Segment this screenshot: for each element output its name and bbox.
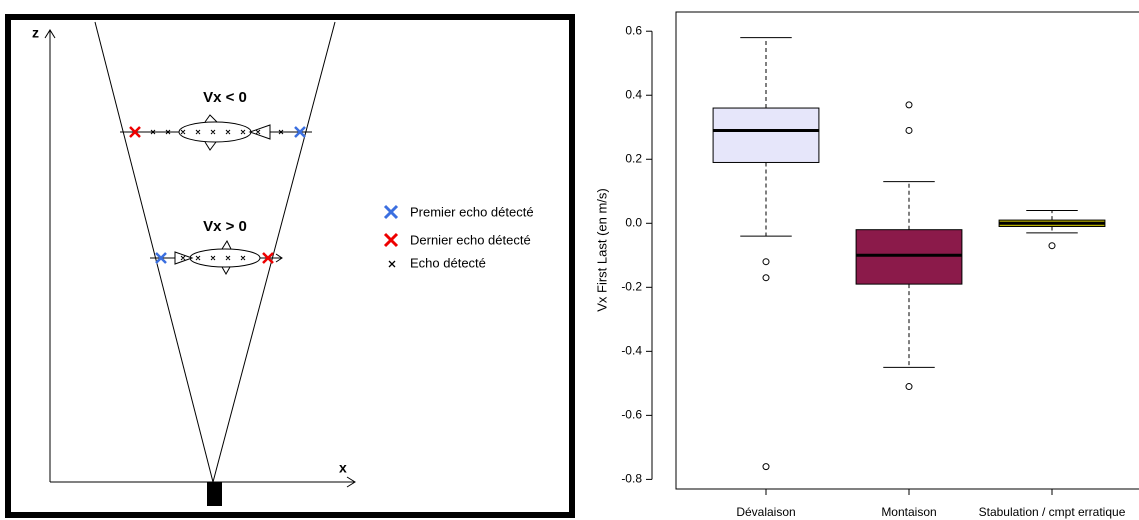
fish-label: Vx > 0 [203, 218, 247, 235]
diagram: z x Vx < 0 Vx > 0 Premie [5, 14, 575, 518]
outlier [762, 274, 770, 282]
legend-marker [388, 260, 396, 268]
plot-frame [675, 11, 1139, 490]
z-label: z [32, 25, 39, 41]
outlier [905, 101, 913, 109]
legend-label: Echo détecté [410, 255, 486, 270]
x-tick-label: Montaison [881, 505, 936, 519]
beam-edge [212, 21, 336, 483]
z-arrow [44, 29, 56, 39]
y-tick-label: -0.2 [621, 279, 642, 293]
x-label: x [339, 460, 347, 476]
y-tick-label: 0.0 [625, 215, 642, 229]
box-plot: Vx First Last (en m/s) -0.8 -0.6 -0.4 -0.2 0… [594, 11, 1139, 519]
fish-track [150, 239, 283, 276]
legend-marker [383, 204, 399, 220]
x-tick-label: Dévalaison [736, 505, 795, 519]
y-tick-label: -0.4 [621, 344, 642, 358]
outlier [762, 258, 770, 266]
box [712, 107, 820, 163]
outlier [905, 126, 913, 134]
outlier [762, 463, 770, 471]
outlier [1048, 242, 1056, 250]
legend-label: Dernier echo détecté [410, 232, 531, 247]
y-axis-title: Vx First Last (en m/s) [594, 188, 609, 312]
transducer [207, 482, 222, 506]
box [855, 229, 963, 285]
y-tick-label: 0.6 [625, 23, 642, 37]
legend-label: Premier echo détecté [410, 204, 534, 219]
y-tick-label: 0.2 [625, 151, 642, 165]
y-tick-label: -0.6 [621, 408, 642, 422]
legend-marker [383, 232, 399, 248]
frame [5, 14, 575, 518]
x-tick-label: Stabulation / cmpt erratique [979, 505, 1126, 519]
y-tick-label: -0.8 [621, 472, 642, 486]
y-tick-label: 0.4 [625, 87, 642, 101]
fish-label: Vx < 0 [203, 89, 247, 106]
outlier [905, 383, 913, 391]
fish-track [120, 114, 312, 151]
beam-edge [94, 21, 214, 483]
x-arrow [346, 476, 356, 488]
